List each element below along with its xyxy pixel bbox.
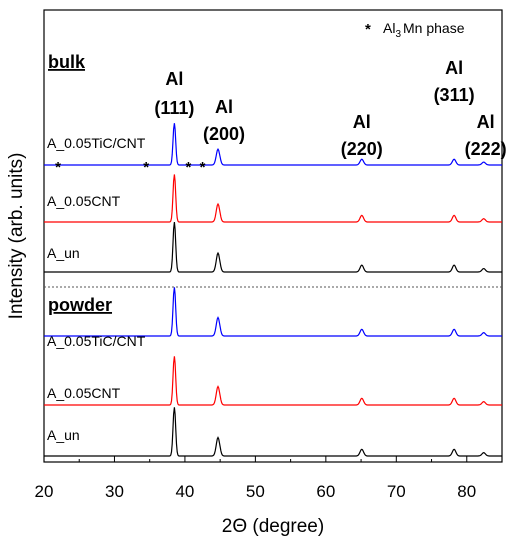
legend-text-main: Al: [383, 20, 395, 36]
peak-label-hkl: (200): [203, 124, 245, 144]
peak-label-element: Al: [353, 112, 371, 132]
al3mn-marker: *: [200, 159, 206, 176]
trace-label: A_0.05CNT: [47, 385, 121, 401]
peak-label-hkl: (222): [465, 139, 507, 159]
peak-label-hkl: (311): [434, 85, 475, 105]
trace-label: A_0.05CNT: [47, 193, 121, 209]
peak-label-element: Al: [165, 69, 183, 89]
trace-label: A_0.05TiC/CNT: [47, 333, 146, 349]
traces: [44, 123, 502, 457]
peak-label-hkl: (220): [341, 139, 383, 159]
peak-label-element: Al: [445, 58, 463, 78]
x-tick-label: 30: [105, 482, 124, 501]
x-tick-label: 20: [35, 482, 54, 501]
legend-marker: *: [365, 21, 371, 38]
peak-labels: Al(111) Al(200)Al(220)Al(311)Al(222): [154, 58, 506, 159]
plot-frame: [43, 9, 503, 463]
al3mn-markers: * * * *: [55, 159, 205, 176]
trace-labels: A_0.05TiC/CNT A_0.05CNT A_un A_0.05TiC/CNT A…: [47, 135, 146, 443]
trace-line: [44, 123, 502, 166]
trace-line: [44, 174, 502, 223]
al3mn-marker: *: [143, 159, 149, 176]
section-labels: bulk powder: [48, 52, 112, 315]
trace-line: [44, 287, 502, 337]
trace-label: A_un: [47, 245, 80, 261]
legend: * Al3 Mn phase: [365, 20, 465, 40]
trace-line: [44, 407, 502, 457]
x-axis-title: 2Θ (degree): [222, 516, 324, 537]
x-axis-ticks: 20 30 40 50 60 70 80: [35, 456, 503, 501]
al3mn-marker: *: [55, 159, 61, 176]
peak-label-hkl: (111): [154, 98, 194, 118]
trace-label: A_0.05TiC/CNT: [47, 135, 146, 151]
x-tick-label: 80: [457, 482, 476, 501]
x-tick-label: 70: [387, 482, 406, 501]
x-tick-label: 60: [316, 482, 335, 501]
legend-text-after: Mn phase: [403, 20, 465, 36]
trace-label: A_un: [47, 427, 80, 443]
al3mn-marker: *: [186, 159, 192, 176]
trace-line: [44, 356, 502, 406]
section-label: bulk: [48, 52, 86, 72]
x-tick-label: 50: [246, 482, 265, 501]
x-tick-label: 40: [175, 482, 194, 501]
legend-text-sub: 3: [395, 29, 401, 40]
legend-text: Al3 Mn phase: [383, 20, 465, 40]
peak-label-element: Al: [215, 97, 233, 117]
y-axis-title: Intensity (arb. units): [6, 153, 27, 320]
section-label: powder: [48, 295, 112, 315]
trace-line: [44, 222, 502, 273]
peak-label-element: Al: [477, 112, 495, 132]
